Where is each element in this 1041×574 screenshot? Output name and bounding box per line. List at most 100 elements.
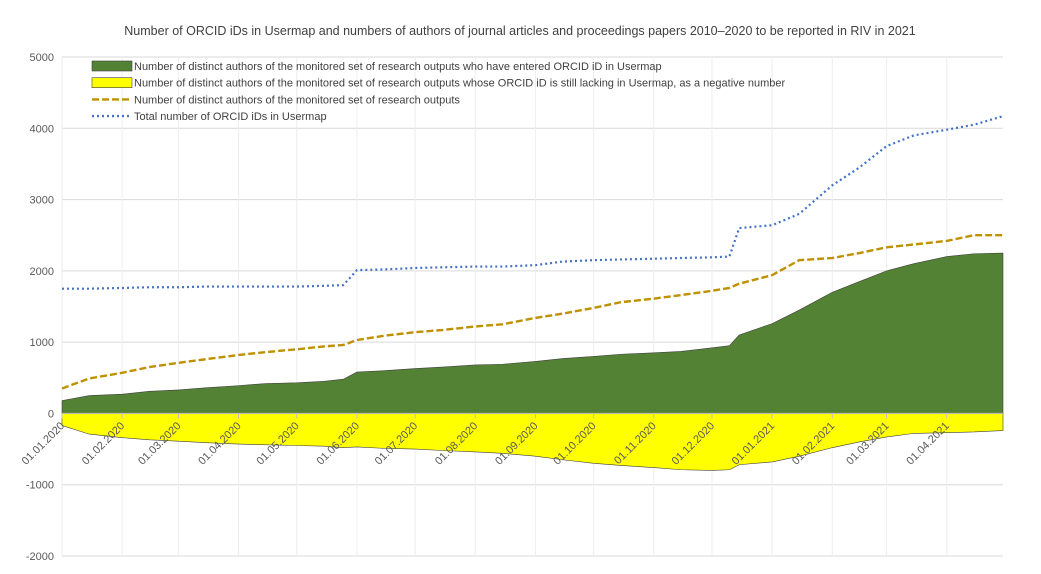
data-point — [61, 400, 63, 402]
data-point — [680, 294, 682, 296]
data-point — [502, 363, 504, 365]
legend-swatch — [91, 77, 133, 88]
data-point — [535, 317, 537, 319]
data-point — [343, 344, 345, 346]
data-point — [205, 358, 207, 360]
data-point — [946, 256, 948, 258]
data-point — [913, 244, 915, 246]
data-point — [859, 281, 861, 283]
data-point — [653, 467, 655, 469]
data-point — [356, 446, 358, 448]
data-point — [593, 259, 595, 261]
data-point — [149, 366, 151, 368]
line-series-3 — [62, 115, 1004, 290]
data-point — [711, 347, 713, 349]
data-point — [383, 269, 385, 271]
data-point — [729, 469, 731, 471]
data-point — [831, 291, 833, 293]
data-point — [886, 270, 888, 272]
data-point — [771, 224, 773, 226]
area-series-0 — [61, 252, 1004, 414]
data-point — [913, 135, 915, 137]
data-point — [798, 309, 800, 311]
x-tick-label: 01.01.2020 — [20, 420, 67, 467]
data-point — [178, 362, 180, 364]
data-point — [738, 334, 740, 336]
line-series-2 — [61, 234, 1003, 390]
data-point — [653, 258, 655, 260]
data-point — [205, 286, 207, 288]
data-point — [886, 247, 888, 249]
data-point — [653, 352, 655, 354]
y-tick-label: 0 — [48, 408, 54, 420]
data-point — [620, 301, 622, 303]
y-tick-label: 2000 — [30, 266, 54, 278]
data-point — [121, 287, 123, 289]
data-point — [946, 240, 948, 242]
data-point — [913, 263, 915, 265]
data-point — [859, 252, 861, 254]
data-point — [149, 391, 151, 393]
data-point — [414, 448, 416, 450]
data-point — [88, 433, 90, 435]
data-point — [859, 167, 861, 169]
data-point — [238, 354, 240, 356]
data-point — [653, 298, 655, 300]
legend-label: Number of distinct authors of the monito… — [134, 94, 460, 106]
data-point — [441, 329, 443, 331]
data-point — [343, 284, 345, 286]
data-point — [711, 290, 713, 292]
data-point — [88, 378, 90, 380]
data-point — [265, 444, 267, 446]
data-point — [441, 366, 443, 368]
data-point — [593, 356, 595, 358]
data-point — [1002, 252, 1004, 254]
data-point — [474, 364, 476, 366]
data-point — [441, 266, 443, 268]
data-point — [562, 261, 564, 263]
data-point — [535, 455, 537, 457]
data-point — [265, 286, 267, 288]
data-point — [1002, 115, 1004, 117]
data-point — [265, 383, 267, 385]
data-point — [738, 227, 740, 229]
data-point — [886, 436, 888, 438]
data-point — [831, 185, 833, 187]
data-point — [265, 351, 267, 353]
data-point — [205, 442, 207, 444]
data-point — [238, 443, 240, 445]
data-point — [121, 393, 123, 395]
legend: Number of distinct authors of the monito… — [91, 60, 785, 123]
chart-title: Number of ORCID iDs in Usermap and numbe… — [124, 24, 915, 38]
y-tick-label: 1000 — [30, 337, 54, 349]
data-point — [729, 256, 731, 258]
data-point — [711, 470, 713, 472]
data-point — [343, 378, 345, 380]
data-point — [535, 264, 537, 266]
y-tick-label: 5000 — [30, 52, 54, 64]
y-tick-label: 3000 — [30, 195, 54, 207]
data-point — [356, 371, 358, 373]
legend-label: Number of distinct authors of the monito… — [134, 61, 662, 73]
data-point — [296, 286, 298, 288]
data-point — [323, 346, 325, 348]
data-point — [205, 387, 207, 389]
data-point — [680, 257, 682, 259]
data-point — [323, 285, 325, 287]
data-point — [323, 381, 325, 383]
data-point — [973, 431, 975, 433]
data-point — [1002, 234, 1004, 236]
data-point — [149, 439, 151, 441]
data-point — [798, 213, 800, 215]
data-point — [502, 266, 504, 268]
data-point — [323, 445, 325, 447]
data-point — [771, 274, 773, 276]
data-point — [946, 129, 948, 131]
data-point — [121, 437, 123, 439]
data-point — [593, 307, 595, 309]
data-point — [973, 124, 975, 126]
data-point — [383, 335, 385, 337]
data-point — [88, 288, 90, 290]
data-point — [973, 253, 975, 255]
